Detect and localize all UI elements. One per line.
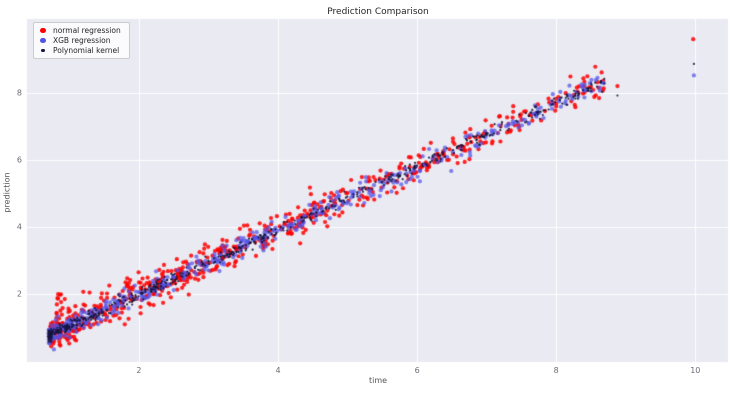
- navy-dot-icon: [41, 48, 45, 53]
- x-tick-label: 8: [553, 366, 559, 375]
- x-tick-label: 6: [414, 366, 420, 375]
- y-tick-label: 8: [16, 88, 22, 98]
- y-tick-label: 4: [16, 222, 22, 232]
- legend-item-xgb-regression: XGB regression: [40, 36, 121, 45]
- blue-dot-icon: [40, 37, 46, 44]
- x-tick-label: 4: [275, 366, 281, 375]
- red-dot-icon: [40, 27, 46, 34]
- x-axis-label: time: [368, 376, 388, 385]
- x-tick-label: 2: [136, 366, 142, 375]
- legend-label: XGB regression: [52, 36, 111, 45]
- x-tick-label: 10: [690, 366, 701, 375]
- legend-label: Polynomial kernel: [52, 46, 120, 55]
- chart-title: Prediction Comparison: [327, 7, 429, 17]
- legend-item-polynomial-kernel: Polynomial kernel: [40, 46, 121, 55]
- legend-item-normal-regression: normal regression: [40, 26, 121, 35]
- y-tick-label: 2: [16, 289, 22, 299]
- y-axis-label: prediction: [2, 172, 12, 213]
- legend-label: normal regression: [52, 26, 121, 35]
- legend: normal regression XGB regression Polynom…: [33, 22, 130, 59]
- y-tick-label: 6: [16, 155, 22, 165]
